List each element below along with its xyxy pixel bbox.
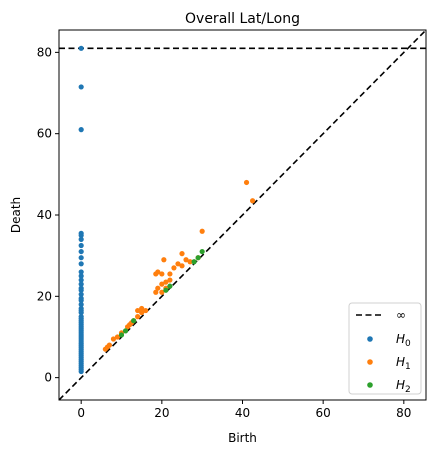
point-h2 [118,332,125,338]
point-h0 [78,255,84,261]
y-tick-label: 60 [37,127,52,141]
point-h2 [199,248,205,255]
point-h0 [78,236,84,242]
point-h1 [102,346,108,352]
point-h0 [78,232,84,238]
plot-area [59,30,426,400]
legend-frame [348,302,422,395]
point-h1 [159,289,165,295]
point-h1 [135,314,141,320]
point-h0 [78,269,84,275]
point-h1 [153,271,159,277]
y-tick-label: 40 [37,208,52,222]
point-h0 [78,301,84,308]
point-h1 [139,309,145,316]
point-h0 [78,261,84,267]
point-h1 [139,305,145,312]
x-tick-label: 40 [235,406,250,420]
y-tick-label: 20 [37,289,52,303]
point-h1 [161,257,167,263]
point-h0 [78,127,84,133]
legend-swatch-h1 [367,359,373,365]
point-h2 [195,255,201,261]
point-h1 [199,228,205,234]
point-h1 [143,307,149,314]
legend-swatch-h0 [367,336,373,342]
point-h0 [78,297,84,303]
point-h1 [167,271,173,277]
point-h1 [243,179,250,186]
point-h1 [163,279,169,285]
point-h2 [191,259,197,265]
scatter-points [78,45,256,375]
point-h2 [131,318,137,324]
point-h1 [175,261,181,267]
point-h1 [167,277,173,283]
chart-title: Overall Lat/Long [185,11,300,27]
point-h0 [78,368,84,375]
point-h0 [78,291,84,297]
point-h2 [167,283,173,289]
point-h0 [78,287,84,293]
x-axis-label: Birth [228,431,257,445]
point-h0 [78,273,84,279]
y-axis-label: Death [9,197,23,233]
point-h0 [78,309,84,316]
legend-infinity-label: ∞ [396,308,406,322]
point-h2 [163,287,169,293]
x-tick-label: 0 [77,406,85,420]
point-h1 [183,257,189,263]
legend-swatch-h2 [367,382,373,388]
point-h1 [114,334,121,340]
point-h1 [159,281,165,287]
point-h0 [78,277,84,283]
point-h1 [135,307,141,314]
point-h1 [171,265,177,271]
y-tick-label: 0 [44,371,52,385]
point-h1 [155,285,161,291]
point-h1 [153,289,159,295]
x-tick-label: 60 [316,406,331,420]
point-h2 [122,328,129,334]
diagonal-line [59,30,426,400]
y-tick-label: 80 [37,45,52,59]
point-h0 [78,84,84,90]
point-h1 [110,336,117,342]
x-axis-ticks: 0 20 40 60 80 [77,400,411,420]
point-h0 [78,242,84,249]
point-h1 [159,271,165,277]
point-h0 [78,45,84,51]
point-h0 [78,281,84,287]
point-h1 [187,259,193,265]
x-tick-label: 80 [396,406,411,420]
point-h1 [124,324,131,330]
point-h1 [249,198,256,204]
x-tick-label: 20 [154,406,169,420]
y-axis-ticks: 0 20 40 60 80 [37,45,59,385]
point-h1 [179,263,185,269]
point-h0 [78,248,84,255]
point-h1 [179,251,185,257]
